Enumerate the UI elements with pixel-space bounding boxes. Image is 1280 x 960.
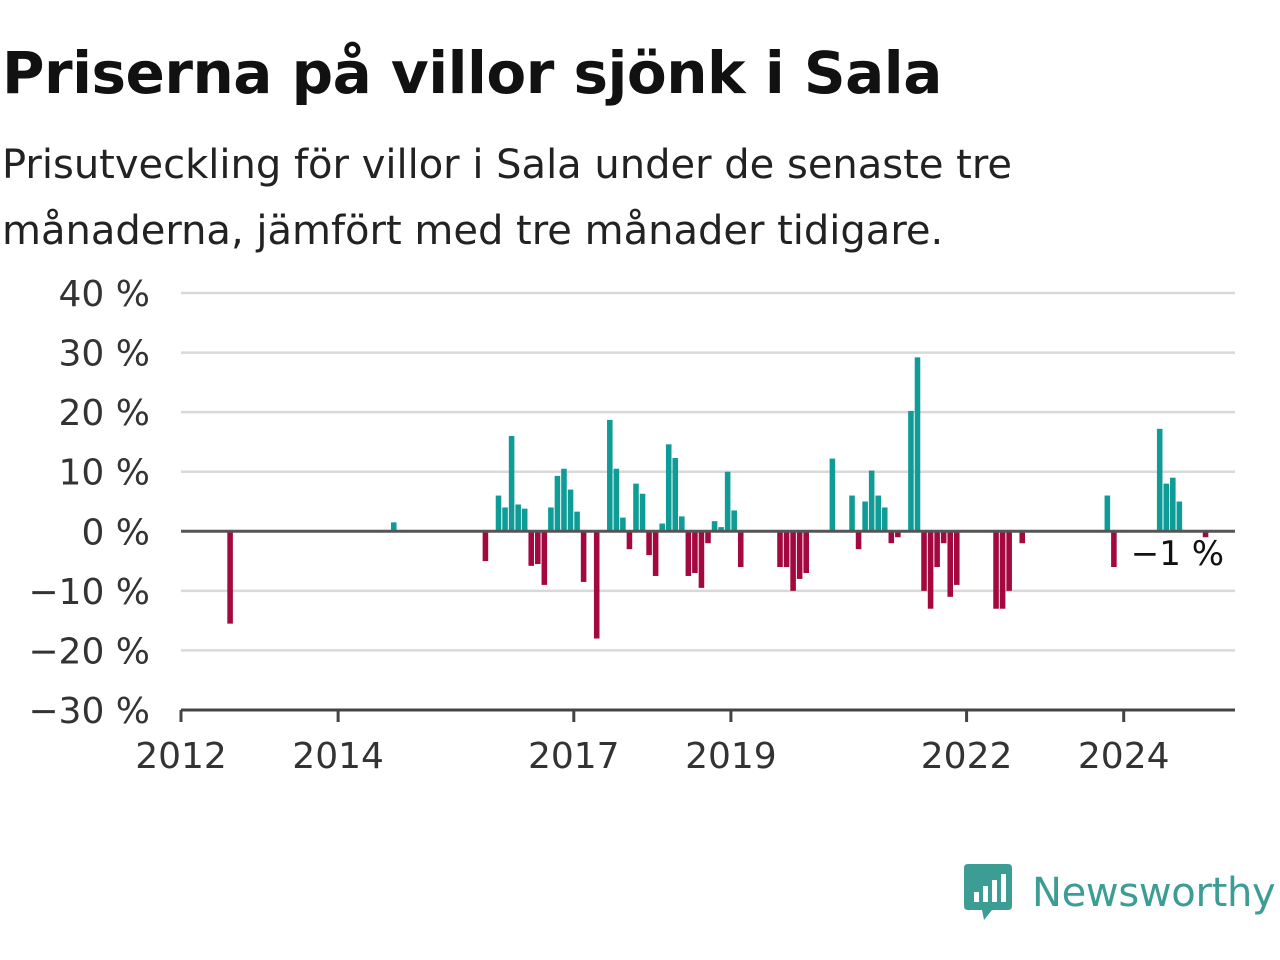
y-tick-label: 20 %	[59, 393, 150, 434]
x-tick-label: 2012	[135, 736, 227, 777]
bar	[1156, 428, 1163, 532]
bar	[737, 531, 744, 568]
x-tick-label: 2024	[1078, 736, 1170, 777]
bar	[868, 470, 875, 532]
bar	[783, 531, 790, 568]
bar	[927, 531, 934, 609]
bar-chart: 40 %30 %20 %10 %0 %−10 %−20 %−30 % 2012 2…	[28, 274, 1235, 777]
bar	[567, 489, 574, 532]
bar	[227, 531, 233, 624]
bar	[620, 517, 626, 532]
x-tick-label: 2022	[921, 736, 1013, 777]
bar	[1202, 531, 1209, 538]
bar	[731, 510, 737, 532]
bar	[554, 475, 561, 532]
bar	[921, 531, 927, 591]
bar	[665, 444, 672, 532]
bar	[495, 495, 502, 532]
bar	[934, 531, 940, 568]
bar	[580, 531, 587, 582]
bar	[639, 493, 646, 532]
bar	[1111, 531, 1117, 568]
bar	[1019, 531, 1026, 544]
y-tick-label: −10 %	[28, 572, 150, 613]
brand-name: Newsworthy	[1032, 870, 1276, 916]
bar	[593, 531, 600, 639]
bar	[947, 531, 954, 597]
bar	[548, 507, 554, 532]
bar	[724, 471, 731, 532]
bar	[849, 495, 855, 532]
x-tick-label: 2019	[685, 736, 777, 777]
latest-value-label: −1 %	[1131, 534, 1224, 574]
y-axis-ticks: 40 % 30 % 20 % 10 % 0 % −10 % −20 % −30 %	[28, 274, 150, 732]
y-tick-label: 10 %	[59, 453, 150, 494]
bar	[875, 495, 881, 532]
bar	[535, 531, 541, 565]
bar	[698, 531, 705, 588]
bar	[777, 531, 783, 568]
bar	[888, 531, 895, 544]
bar	[914, 357, 921, 532]
bar	[652, 531, 659, 576]
bar	[561, 468, 567, 532]
bar	[515, 504, 521, 532]
newsworthy-logo: Newsworthy	[962, 862, 1276, 924]
bar	[528, 531, 535, 566]
bars	[227, 357, 1209, 639]
bar	[607, 419, 613, 532]
bar	[895, 531, 901, 538]
bar	[679, 516, 685, 532]
bar	[502, 507, 508, 532]
bar	[633, 483, 639, 532]
bar	[881, 507, 888, 532]
bar	[541, 531, 548, 585]
x-tick-label: 2014	[292, 736, 384, 777]
grid-lines	[181, 291, 1235, 652]
chart-title: Priserna på villor sjönk i Sala	[2, 39, 942, 107]
bar	[796, 531, 803, 579]
bar	[574, 511, 580, 532]
chart-subtitle: Prisutveckling för villor i Sala under d…	[2, 142, 1012, 254]
annotations: −1 %	[1131, 534, 1224, 574]
bar	[1176, 501, 1183, 532]
bar	[685, 531, 692, 576]
bar	[855, 531, 862, 550]
bar	[718, 527, 724, 532]
bar	[940, 531, 947, 544]
bar	[829, 458, 836, 532]
bar	[613, 468, 620, 532]
bar	[705, 531, 711, 544]
bar	[711, 521, 718, 532]
x-tick-label: 2017	[528, 736, 620, 777]
bar	[908, 410, 914, 532]
bar	[508, 435, 515, 532]
y-tick-label: 40 %	[59, 274, 150, 315]
bar	[1170, 477, 1176, 532]
bar	[646, 531, 652, 556]
bar	[1163, 483, 1170, 532]
bar	[790, 531, 796, 591]
bar	[390, 522, 397, 532]
y-tick-label: 30 %	[59, 334, 150, 375]
bar	[1006, 531, 1012, 591]
bar-chart-speech-bubble-icon	[964, 864, 1012, 920]
bar	[521, 508, 528, 532]
bar	[626, 531, 633, 550]
bar	[993, 531, 999, 609]
x-axis-ticks: 2012 2014 2017 2019 2022 2024	[135, 710, 1170, 777]
bar	[999, 531, 1006, 609]
y-tick-label: 0 %	[81, 512, 150, 553]
bar	[672, 458, 679, 532]
axes	[181, 529, 1235, 712]
bar	[953, 531, 960, 585]
bar	[692, 531, 698, 573]
bar	[659, 523, 665, 532]
y-tick-label: −30 %	[28, 691, 150, 732]
bar	[482, 531, 489, 562]
bar	[862, 501, 868, 532]
bar	[803, 531, 809, 573]
bar	[1104, 495, 1111, 532]
y-tick-label: −20 %	[28, 631, 150, 672]
